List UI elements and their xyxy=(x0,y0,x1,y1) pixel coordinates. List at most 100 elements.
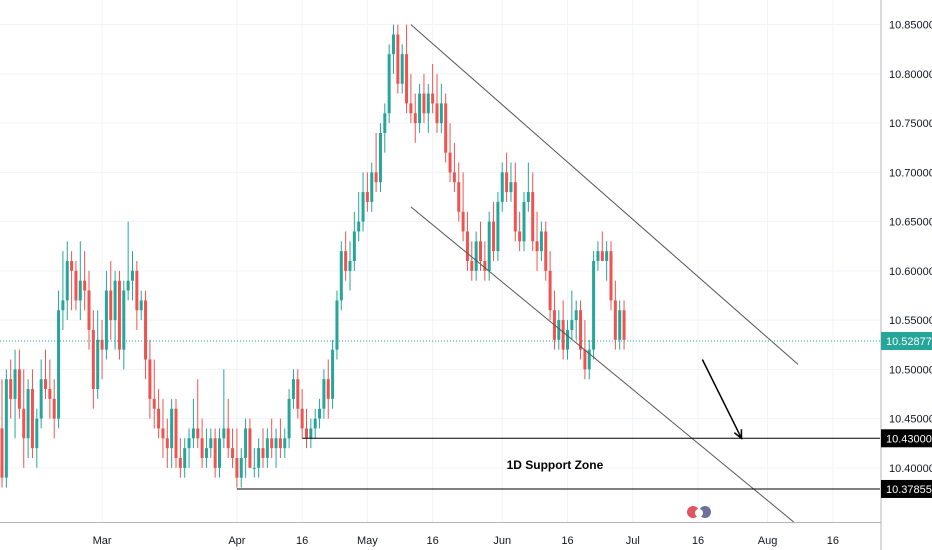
candle-up xyxy=(509,182,513,193)
x-tick-label: Jun xyxy=(493,535,511,547)
candle-up xyxy=(131,270,134,281)
candle-up xyxy=(331,349,335,399)
candle-down xyxy=(52,398,56,419)
arrow-head xyxy=(733,429,743,440)
candle-up xyxy=(283,438,287,449)
candle-up xyxy=(400,54,404,84)
candle-up xyxy=(257,448,261,468)
candle-up xyxy=(291,379,295,399)
candle-down xyxy=(165,438,169,449)
candle-up xyxy=(361,192,365,222)
candle-down xyxy=(44,379,47,390)
candle-up xyxy=(274,438,278,449)
candle-up xyxy=(244,428,248,458)
x-tick-label: 16 xyxy=(827,535,839,547)
candle-down xyxy=(109,290,113,321)
candle-up xyxy=(187,438,191,449)
x-tick-label: 16 xyxy=(692,535,704,547)
candle-up xyxy=(348,261,352,271)
candle-up xyxy=(335,300,339,350)
candle-down xyxy=(609,251,613,301)
candle-up xyxy=(204,448,208,458)
candle-up xyxy=(318,408,322,419)
x-tick-label: 16 xyxy=(427,535,439,547)
drawings: 1D Support Zone xyxy=(0,24,880,523)
candle-up xyxy=(618,310,622,340)
candle-up xyxy=(574,310,578,321)
candle-up xyxy=(474,241,478,271)
candle-down xyxy=(270,438,274,449)
candle-up xyxy=(139,300,143,311)
candle-up xyxy=(96,339,100,390)
candle-up xyxy=(65,261,69,301)
candle-down xyxy=(83,280,87,291)
candle-up xyxy=(570,320,574,330)
candle-down xyxy=(226,428,230,449)
candle-down xyxy=(0,428,4,478)
y-tick-label: 10.70000 xyxy=(889,167,932,179)
candle-down xyxy=(200,438,204,458)
candle-up xyxy=(57,310,61,419)
candle-up xyxy=(252,467,256,469)
candle-up xyxy=(265,438,269,458)
candle-down xyxy=(431,93,435,104)
x-tick-label: May xyxy=(357,535,378,547)
candle-up xyxy=(78,280,82,301)
candle-down xyxy=(235,457,239,478)
candle-down xyxy=(174,408,178,458)
candle-down xyxy=(374,172,378,183)
x-tick-label: Apr xyxy=(228,535,245,547)
candle-up xyxy=(526,192,530,202)
x-tick-label: Aug xyxy=(758,535,778,547)
candle-up xyxy=(39,379,43,419)
candle-up xyxy=(605,251,609,261)
candle-down xyxy=(87,290,91,330)
candle-down xyxy=(470,261,474,271)
y-tick-label: 10.60000 xyxy=(889,266,932,278)
candle-up xyxy=(487,221,491,271)
candle-down xyxy=(261,448,265,458)
candle-down xyxy=(465,231,469,261)
y-tick-label: 10.75000 xyxy=(889,118,932,130)
candle-up xyxy=(309,428,313,439)
candle-down xyxy=(30,389,34,449)
candle-down xyxy=(435,103,439,124)
candle-down xyxy=(178,457,182,468)
candle-up xyxy=(557,320,561,340)
candle-up xyxy=(26,389,30,439)
candle-down xyxy=(422,93,426,114)
support-price-tag xyxy=(881,479,932,498)
candle-down xyxy=(548,270,552,311)
candle-up xyxy=(496,201,500,252)
candle-down xyxy=(535,241,539,252)
candle-up xyxy=(287,398,291,439)
candle-down xyxy=(457,182,461,212)
candle-down xyxy=(600,251,604,261)
candle-up xyxy=(322,379,326,409)
logo-center xyxy=(695,509,703,517)
candles xyxy=(0,24,626,488)
current-price-label: 10.52877 xyxy=(886,336,932,348)
candle-down xyxy=(48,389,52,399)
candle-down xyxy=(144,300,148,360)
candle-down xyxy=(17,369,21,409)
y-tick-label: 10.55000 xyxy=(889,315,932,327)
candle-up xyxy=(596,251,600,261)
candle-down xyxy=(161,428,165,439)
candle-up xyxy=(352,231,356,261)
candle-down xyxy=(583,349,587,370)
support-price-label: 10.37855 xyxy=(886,484,932,496)
candle-down xyxy=(74,270,78,301)
candle-down xyxy=(9,379,13,399)
candle-up xyxy=(439,103,443,124)
trend-channel-line xyxy=(410,206,795,523)
candle-up xyxy=(392,34,395,55)
candle-down xyxy=(300,408,304,429)
candle-down xyxy=(531,192,535,242)
candle-up xyxy=(566,329,569,350)
candle-up xyxy=(339,251,343,301)
candle-up xyxy=(387,54,391,114)
candle-up xyxy=(4,379,8,478)
